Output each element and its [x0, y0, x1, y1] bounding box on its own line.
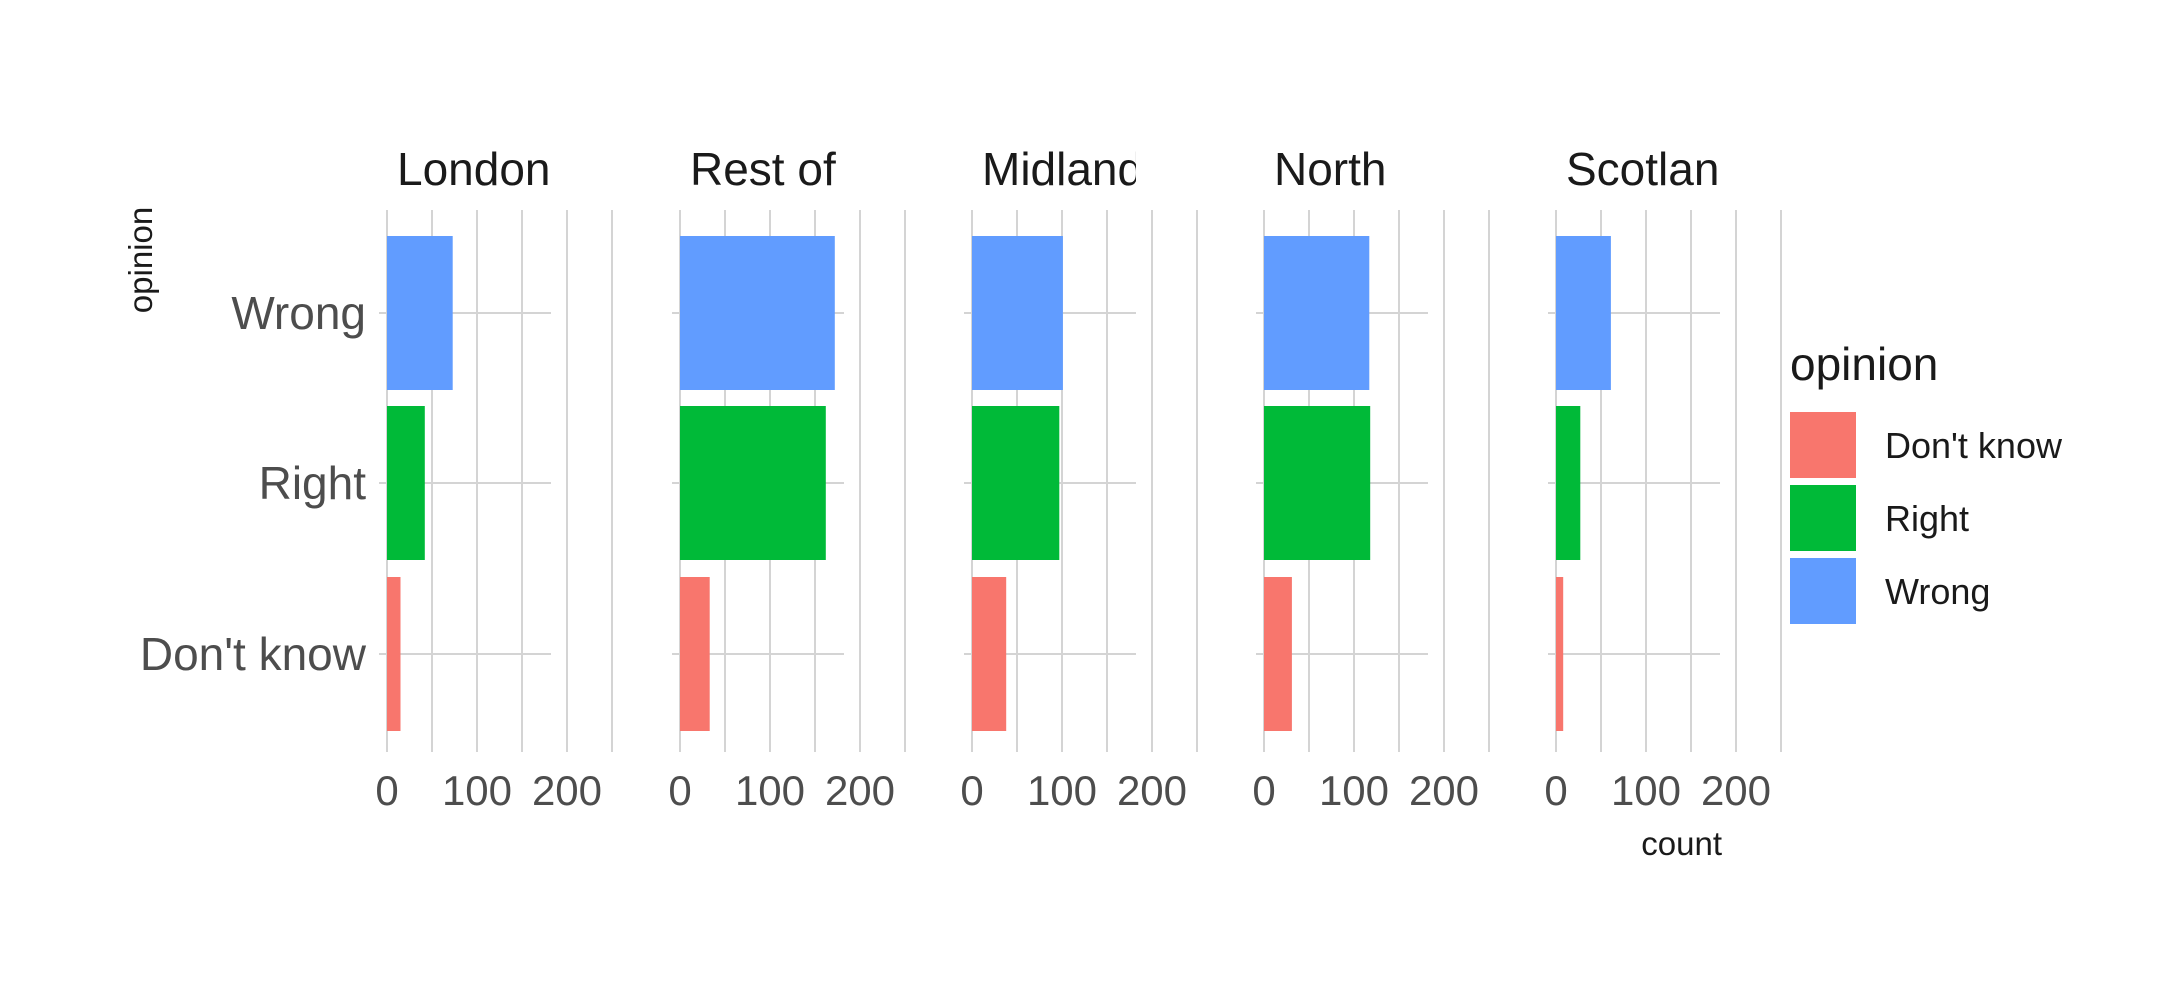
bar-scotland-right: [1556, 406, 1581, 560]
legend-key-right: [1790, 485, 1856, 551]
y-tick-label-wrong: Wrong: [231, 287, 366, 339]
y-axis-title: opinion: [122, 207, 159, 313]
panel-scotland: Scotland 0 100 200: [1544, 143, 1782, 814]
x-tick-label-north-0: 0: [1252, 767, 1275, 814]
bar-scotland-wrong: [1556, 236, 1611, 390]
x-tick-label-midlands-200: 200: [1117, 767, 1187, 814]
panel-rest-of-south: Rest of S 0 100 200: [668, 143, 906, 814]
panel-north: North 0 100 200: [1252, 143, 1490, 814]
x-tick-label-london-0: 0: [375, 767, 398, 814]
x-tick-label-scotland-0: 0: [1544, 767, 1567, 814]
y-tick-label-right: Right: [259, 457, 367, 509]
x-tick-label-midlands-0: 0: [960, 767, 983, 814]
panel-title-scotland: Scotland: [1566, 143, 1745, 195]
bar-north-don-t-know: [1264, 577, 1292, 731]
legend-label-wrong: Wrong: [1885, 571, 1990, 612]
bar-london-don-t-know: [387, 577, 401, 731]
x-tick-label-scotland-100: 100: [1611, 767, 1681, 814]
legend-label-right: Right: [1885, 498, 1969, 539]
panel-midlands: Midlands 0 100 200: [960, 143, 1198, 814]
bar-scotland-don-t-know: [1556, 577, 1564, 731]
legend-key-don-t-know: [1790, 412, 1856, 478]
panel-title-midlands: Midlands: [982, 143, 1166, 195]
bar-rest-of-south-right: [680, 406, 826, 560]
panel-london: London 0 100 200: [375, 143, 613, 814]
bar-midlands-wrong: [972, 236, 1063, 390]
legend-title: opinion: [1790, 338, 1938, 390]
legend-key-wrong: [1790, 558, 1856, 624]
bar-midlands-right: [972, 406, 1060, 560]
x-tick-label-scotland-200: 200: [1701, 767, 1771, 814]
category-labels: Don't know Right Wrong: [140, 287, 367, 680]
x-tick-label-rest-of-south-100: 100: [735, 767, 805, 814]
x-tick-label-midlands-100: 100: [1027, 767, 1097, 814]
bar-rest-of-south-wrong: [680, 236, 835, 390]
bar-london-right: [387, 406, 425, 560]
legend-label-don-t-know: Don't know: [1885, 425, 2063, 466]
bar-midlands-don-t-know: [972, 577, 1007, 731]
panel-title-north: North: [1274, 143, 1386, 195]
bar-north-right: [1264, 406, 1371, 560]
x-tick-label-london-100: 100: [442, 767, 512, 814]
bar-london-wrong: [387, 236, 453, 390]
x-tick-label-rest-of-south-200: 200: [825, 767, 895, 814]
x-tick-label-north-100: 100: [1319, 767, 1389, 814]
panels: London 0 100 200 Rest of S 0 100 200 Midlands 0 10…: [375, 143, 1782, 814]
panel-title-rest-of-south: Rest of S: [690, 143, 879, 195]
x-tick-label-north-200: 200: [1409, 767, 1479, 814]
x-tick-label-rest-of-south-0: 0: [668, 767, 691, 814]
panel-title-london: London: [397, 143, 551, 195]
x-tick-label-london-200: 200: [532, 767, 602, 814]
y-tick-label-don-t-know: Don't know: [140, 628, 367, 680]
legend: opinion Don't know Right Wrong: [1790, 338, 2063, 624]
x-axis-title: count: [1641, 825, 1722, 862]
bar-north-wrong: [1264, 236, 1370, 390]
bar-rest-of-south-don-t-know: [680, 577, 710, 731]
